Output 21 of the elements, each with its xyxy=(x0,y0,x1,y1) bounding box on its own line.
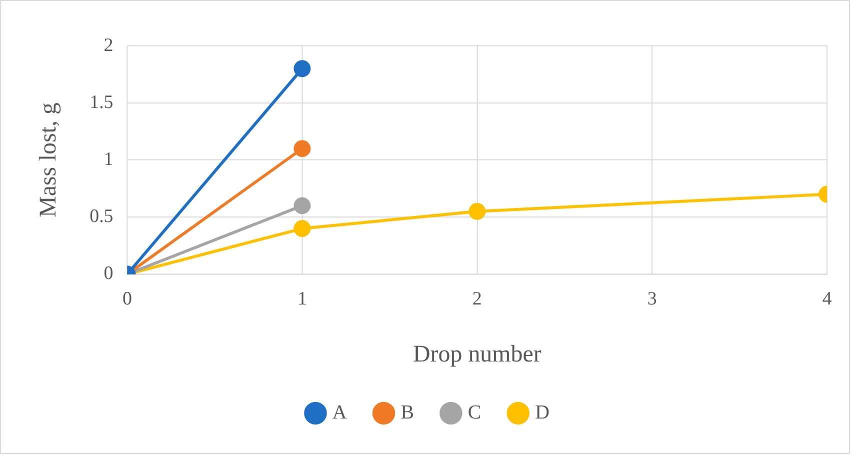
point xyxy=(294,60,311,78)
x-tick-label: 4 xyxy=(822,288,832,310)
x-tick-label: 0 xyxy=(122,288,132,310)
y-tick-label: 0.5 xyxy=(90,206,114,228)
point xyxy=(294,140,311,158)
x-tick-label: 1 xyxy=(297,288,307,310)
legend-label: A xyxy=(332,401,348,424)
y-tick-label: 1.5 xyxy=(90,92,114,113)
legend-label: C xyxy=(468,401,482,424)
x-tick-label: 3 xyxy=(647,288,657,310)
point xyxy=(468,202,486,220)
x-axis-title: Drop number xyxy=(413,341,542,368)
point xyxy=(294,220,311,237)
legend-label: D xyxy=(535,401,550,424)
y-tick-label: 1 xyxy=(104,148,114,170)
point xyxy=(294,197,311,214)
x-tick-label: 2 xyxy=(472,288,482,310)
y-tick-label: 2 xyxy=(104,34,114,56)
legend-label: B xyxy=(400,401,414,424)
y-axis-title: Mass lost, g xyxy=(36,102,62,218)
y-tick-label: 0 xyxy=(104,263,114,284)
